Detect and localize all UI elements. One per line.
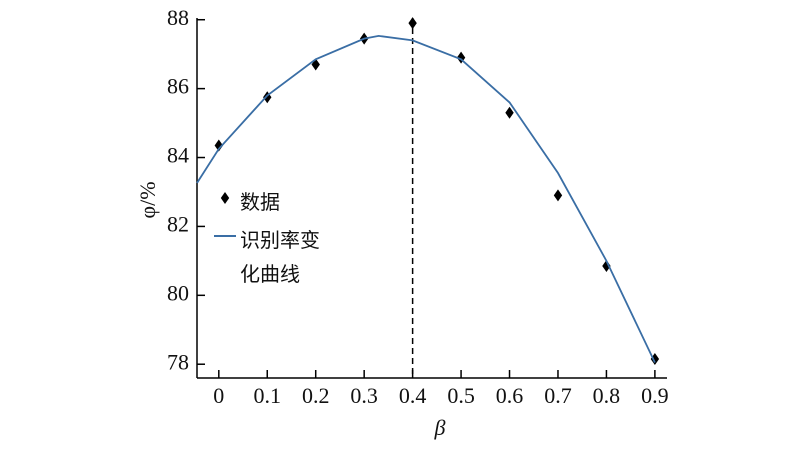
x-tick-label: 0.6 [496,383,524,408]
fit-curve [196,35,656,363]
x-tick-label: 0.2 [302,383,330,408]
x-tick-label: 0.8 [593,383,621,408]
legend-entry: 数据 [212,185,324,219]
y-axis-label: φ/% [135,181,160,218]
legend: 数据 识别率变化曲线 [212,185,324,295]
x-tick-label: 0.9 [641,383,669,408]
data-point [602,260,611,273]
data-point [214,139,224,152]
y-tick-label: 78 [167,349,189,374]
x-tick-label: 0.4 [399,383,427,408]
y-tick-label: 86 [167,74,189,99]
legend-marker [220,192,230,204]
data-point [553,189,563,202]
y-tick-label: 80 [167,280,189,305]
x-axis-label: β [434,415,446,440]
y-tick-label: 82 [167,211,189,236]
x-tick-label: 0.7 [544,383,572,408]
x-tick-label: 0.3 [350,383,378,408]
legend-label: 识别率变化曲线 [240,228,320,286]
data-point [505,106,514,119]
x-tick-label: 0 [213,383,224,408]
legend-label: 数据 [240,190,280,214]
x-tick-label: 0.5 [447,383,475,408]
x-tick-label: 0.1 [254,383,282,408]
legend-key [220,192,230,204]
legend-entry: 识别率变化曲线 [212,223,324,291]
legend-key [214,235,236,237]
data-point [408,17,417,30]
y-tick-label: 84 [167,143,189,168]
y-tick-label: 88 [167,5,189,30]
